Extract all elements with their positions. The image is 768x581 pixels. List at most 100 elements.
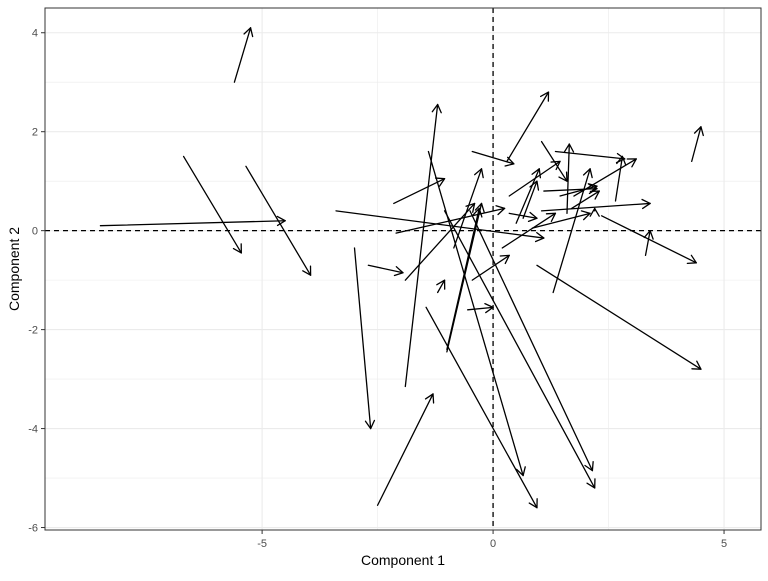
arrow [515, 168, 542, 224]
x-tick-label: -5 [257, 538, 267, 550]
axis-ticks: -5 0 5 -6 -4 -2 0 2 4 [28, 28, 727, 550]
arrow-head [364, 419, 376, 430]
arrow-head [232, 243, 242, 254]
arrow-head [504, 156, 515, 167]
arrow-shaft [404, 202, 476, 281]
arrow-shaft [614, 155, 624, 202]
arrow-head [539, 91, 550, 102]
arrow [395, 205, 506, 234]
arrow-head [431, 103, 442, 114]
y-tick-label: -6 [28, 523, 38, 535]
arrow-shaft [506, 91, 550, 163]
arrow-shaft [367, 264, 404, 274]
arrow-shaft [436, 279, 446, 294]
arrow-shaft [522, 180, 538, 219]
arrow [233, 27, 254, 83]
y-tick-label: -4 [28, 424, 38, 436]
arrow [446, 202, 485, 353]
arrow [376, 393, 435, 506]
arrow-head [643, 230, 654, 240]
arrow-head [691, 360, 702, 370]
arrow-shaft [395, 207, 506, 234]
arrow-shaft [559, 185, 598, 197]
arrow [182, 155, 242, 254]
arrow-head [436, 279, 446, 290]
y-tick-label: -2 [28, 325, 38, 337]
arrow [467, 302, 494, 314]
arrow-head [641, 198, 651, 210]
arrow-shaft [446, 207, 480, 351]
arrow-shaft [515, 168, 540, 224]
arrow-head [558, 171, 568, 182]
arrow [393, 177, 446, 205]
arrow-head [424, 393, 435, 404]
arrow-shaft [233, 27, 252, 83]
arrow-shaft [469, 210, 594, 472]
arrow-head [589, 207, 600, 217]
arrow-head [616, 155, 627, 166]
arrow-head [586, 478, 596, 489]
arrow-head [484, 302, 494, 314]
arrow-shaft [540, 140, 568, 182]
arrow-head [693, 126, 704, 137]
arrow-head [534, 231, 545, 243]
arrow-head [434, 177, 446, 187]
arrow-shaft [471, 254, 510, 281]
arrow-head [527, 211, 538, 222]
arrow-shaft [467, 306, 494, 311]
y-axis-label: Component 2 [6, 227, 22, 311]
arrow-head [531, 168, 542, 179]
arrow-head [515, 466, 526, 477]
arrow [427, 150, 526, 477]
x-tick-label: 5 [721, 538, 727, 550]
arrow-shaft [443, 210, 596, 489]
arrow [335, 210, 545, 243]
arrow-shaft [376, 393, 434, 506]
arrow-shaft [566, 143, 570, 214]
arrow-shaft [508, 212, 538, 219]
arrow-shaft [245, 165, 312, 276]
arrow-head [589, 190, 600, 200]
arrow-shaft [536, 264, 702, 370]
x-axis-label: Component 1 [361, 552, 445, 568]
arrow-head [495, 205, 506, 216]
arrow-shaft [427, 150, 524, 477]
arrow [522, 180, 540, 219]
arrow-shaft [644, 230, 651, 257]
arrow [508, 211, 538, 222]
arrow-head [587, 183, 598, 194]
arrow-shaft [554, 150, 626, 160]
plot-panel [45, 8, 761, 530]
reference-lines [45, 8, 761, 530]
x-tick-label: 0 [490, 538, 496, 550]
arrow-shaft [531, 212, 591, 229]
arrow-head [545, 212, 557, 223]
arrow-head [686, 254, 697, 265]
arrow-head [243, 27, 254, 38]
arrow-shaft [570, 190, 600, 210]
arrow [643, 230, 654, 257]
y-tick-label: 2 [32, 127, 38, 139]
arrow [559, 183, 598, 197]
arrow [691, 126, 704, 163]
arrow [614, 155, 627, 202]
arrow [589, 207, 600, 217]
arrow-head [580, 210, 591, 221]
arrow [353, 247, 376, 430]
arrow [367, 264, 404, 277]
arrow-shaft [99, 220, 286, 227]
arrow [443, 210, 596, 489]
arrow-head [393, 266, 404, 277]
arrow [570, 190, 600, 210]
arrow [471, 254, 510, 281]
arrow-shaft [501, 212, 557, 249]
arrow [245, 165, 312, 276]
arrow-shaft [691, 126, 702, 163]
arrow [563, 143, 575, 214]
arrow-head [528, 498, 538, 509]
arrow-shaft [182, 155, 242, 254]
arrow [506, 91, 550, 163]
arrow-head [626, 158, 637, 168]
arrow-head [499, 254, 510, 265]
y-tick-label: 0 [32, 226, 38, 238]
